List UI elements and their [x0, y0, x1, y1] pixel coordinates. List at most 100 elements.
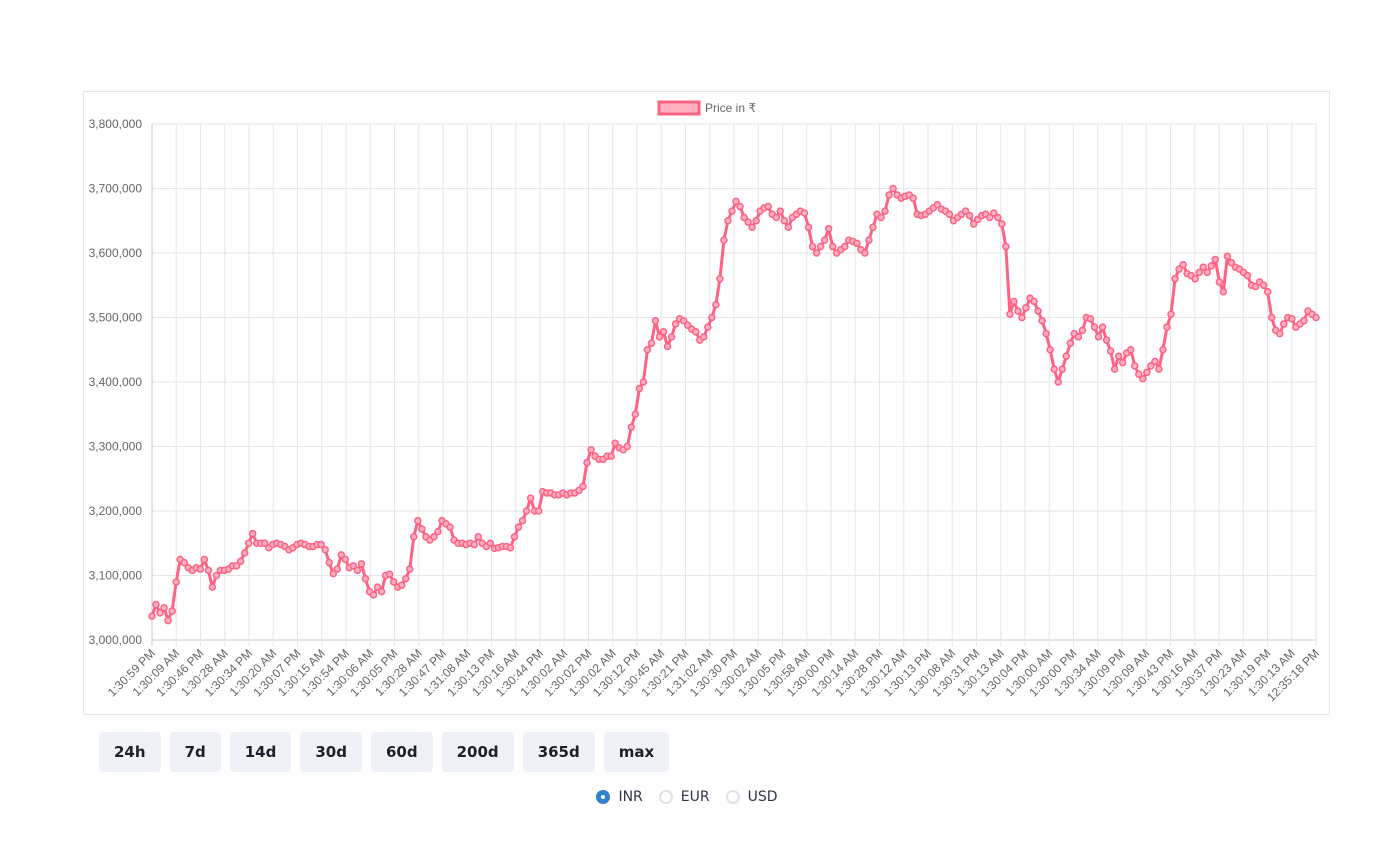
data-point[interactable] — [196, 565, 205, 573]
data-point[interactable] — [877, 213, 885, 222]
data-point[interactable] — [961, 207, 970, 215]
data-point[interactable] — [160, 604, 168, 612]
data-point[interactable] — [1175, 265, 1183, 273]
data-point[interactable] — [671, 320, 680, 328]
data-point[interactable] — [1259, 281, 1268, 289]
data-point[interactable] — [337, 551, 346, 559]
data-point[interactable] — [434, 527, 442, 536]
data-point[interactable] — [369, 591, 378, 599]
data-point[interactable] — [1066, 339, 1075, 348]
data-point[interactable] — [752, 217, 760, 225]
data-point[interactable] — [1034, 307, 1042, 315]
data-point[interactable] — [1042, 329, 1050, 338]
data-point[interactable] — [720, 236, 728, 244]
data-point[interactable] — [691, 327, 700, 336]
data-point[interactable] — [611, 439, 619, 448]
data-point[interactable] — [812, 249, 821, 257]
data-point[interactable] — [1215, 278, 1224, 286]
data-point[interactable] — [587, 445, 595, 454]
data-point[interactable] — [1038, 316, 1046, 325]
data-point[interactable] — [780, 217, 789, 225]
data-point[interactable] — [881, 207, 889, 215]
data-point[interactable] — [889, 184, 897, 193]
data-point[interactable] — [1090, 323, 1099, 331]
data-point[interactable] — [1223, 252, 1232, 260]
data-point[interactable] — [579, 482, 587, 491]
data-point[interactable] — [1046, 346, 1054, 354]
legend-swatch[interactable] — [657, 100, 701, 116]
data-point[interactable] — [1098, 323, 1107, 331]
data-point[interactable] — [514, 523, 523, 531]
data-point[interactable] — [828, 242, 837, 251]
data-point[interactable] — [804, 223, 813, 231]
data-point[interactable] — [994, 213, 1002, 222]
data-point[interactable] — [156, 609, 164, 617]
data-point[interactable] — [627, 423, 636, 431]
data-point[interactable] — [1094, 333, 1103, 341]
data-point[interactable] — [385, 570, 394, 578]
data-point[interactable] — [414, 516, 422, 525]
data-point[interactable] — [1058, 365, 1067, 373]
data-point[interactable] — [1118, 358, 1127, 367]
data-point[interactable] — [1006, 310, 1014, 319]
data-point[interactable] — [990, 209, 998, 217]
data-point[interactable] — [655, 333, 664, 341]
data-point[interactable] — [885, 191, 893, 199]
data-point[interactable] — [853, 239, 861, 248]
range-button-30d[interactable]: 30d — [300, 732, 362, 772]
data-point[interactable] — [1267, 313, 1276, 322]
data-point[interactable] — [446, 523, 454, 531]
data-point[interactable] — [148, 612, 156, 620]
data-point[interactable] — [667, 333, 676, 341]
data-point[interactable] — [732, 197, 740, 206]
data-point[interactable] — [716, 275, 724, 283]
radio-eur[interactable] — [658, 790, 673, 804]
data-point[interactable] — [651, 316, 660, 325]
data-point[interactable] — [349, 562, 358, 570]
legend-label[interactable]: Price in ₹ — [705, 101, 756, 115]
data-point[interactable] — [1288, 315, 1296, 323]
data-point[interactable] — [724, 217, 732, 225]
data-point[interactable] — [800, 209, 809, 217]
data-point[interactable] — [1191, 275, 1199, 283]
data-point[interactable] — [406, 565, 414, 573]
data-point[interactable] — [486, 539, 495, 547]
data-point[interactable] — [1078, 326, 1087, 335]
data-point[interactable] — [373, 583, 382, 591]
data-point[interactable] — [639, 378, 648, 386]
data-point[interactable] — [909, 194, 917, 202]
data-point[interactable] — [180, 558, 188, 567]
data-point[interactable] — [1251, 282, 1260, 291]
currency-option-eur[interactable]: EUR — [658, 789, 710, 805]
data-point[interactable] — [1062, 352, 1071, 360]
data-point[interactable] — [510, 533, 519, 541]
data-point[interactable] — [474, 533, 482, 541]
data-point[interactable] — [1050, 365, 1058, 373]
data-point[interactable] — [748, 223, 756, 231]
data-point[interactable] — [647, 339, 656, 348]
data-point[interactable] — [764, 202, 772, 211]
data-point[interactable] — [1131, 362, 1139, 370]
data-point[interactable] — [212, 571, 221, 580]
data-point[interactable] — [712, 300, 720, 309]
range-button-60d[interactable]: 60d — [371, 732, 433, 772]
data-point[interactable] — [740, 213, 748, 222]
data-point[interactable] — [824, 224, 833, 233]
range-button-max[interactable]: max — [603, 732, 670, 772]
data-point[interactable] — [357, 560, 366, 568]
data-point[interactable] — [704, 323, 712, 331]
data-point[interactable] — [240, 549, 249, 557]
data-point[interactable] — [1263, 287, 1272, 296]
currency-option-inr[interactable]: INR — [596, 789, 643, 805]
data-point[interactable] — [1312, 313, 1320, 322]
data-point[interactable] — [1199, 263, 1207, 271]
data-point[interactable] — [583, 458, 591, 467]
data-point[interactable] — [816, 242, 825, 251]
data-point[interactable] — [1179, 260, 1187, 269]
data-point[interactable] — [172, 578, 180, 586]
data-point[interactable] — [679, 316, 688, 325]
data-point[interactable] — [1074, 333, 1083, 341]
data-point[interactable] — [1171, 275, 1179, 283]
range-button-365d[interactable]: 365d — [522, 732, 595, 772]
data-point[interactable] — [1018, 313, 1026, 322]
